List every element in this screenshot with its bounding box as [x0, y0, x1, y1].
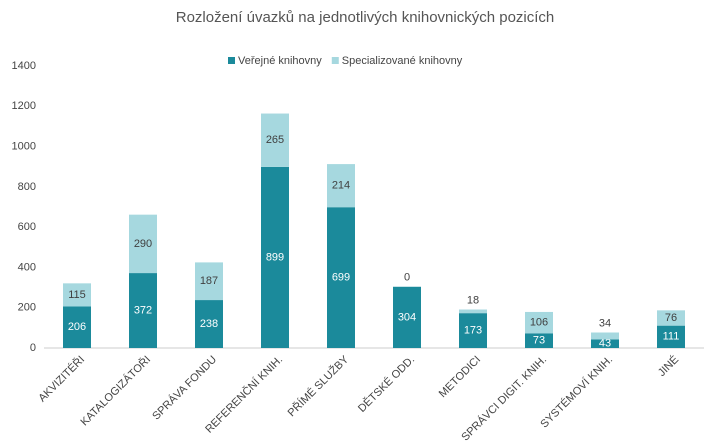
x-tick-label: KATALOGIZÁTOŘI — [78, 353, 153, 428]
x-tick-label: AKVIZITÉŘI — [36, 353, 88, 405]
bar-segment — [63, 283, 91, 307]
bar-segment — [525, 333, 553, 348]
y-tick-label: 0 — [30, 342, 36, 354]
x-tick-label: SPRÁVA FONDU — [150, 353, 220, 423]
data-label: 76 — [665, 312, 677, 324]
data-label: 238 — [200, 318, 218, 330]
y-tick-label: 1400 — [12, 60, 36, 72]
data-label: 43 — [599, 338, 611, 350]
bar-segment — [459, 309, 487, 314]
data-label: 304 — [398, 311, 416, 323]
data-label: 106 — [530, 317, 548, 329]
bar-segment — [525, 311, 553, 334]
bar-segment — [591, 332, 619, 340]
y-tick-label: 800 — [18, 181, 36, 193]
y-tick-label: 200 — [18, 302, 36, 314]
legend-label: Veřejné knihovny — [238, 55, 322, 67]
y-tick-label: 400 — [18, 261, 36, 273]
bar-segment — [657, 325, 685, 348]
bar-segment — [63, 306, 91, 348]
x-tick-label: PŘÍMÉ SLUŽBY — [285, 353, 352, 420]
bar-segment — [459, 313, 487, 348]
bar-segment — [327, 207, 355, 348]
y-tick-label: 600 — [18, 221, 36, 233]
x-tick-label: METODICI — [437, 354, 483, 400]
data-label: 18 — [467, 294, 479, 306]
data-label: 899 — [266, 251, 284, 263]
bar-segment — [261, 113, 289, 167]
y-tick-label: 1200 — [12, 100, 36, 112]
y-tick-label: 1000 — [12, 140, 36, 152]
bar-segment — [195, 300, 223, 348]
data-label: 187 — [200, 275, 218, 287]
bar-segment — [591, 339, 619, 348]
bar-segment — [261, 166, 289, 348]
legend-swatch — [228, 57, 235, 64]
x-tick-label: DĚTSKÉ ODD. — [355, 353, 417, 415]
data-label: 214 — [332, 180, 350, 192]
chart-title: Rozložení úvazků na jednotlivých knihovn… — [176, 9, 555, 26]
data-label: 206 — [68, 321, 86, 333]
data-label: 34 — [599, 317, 611, 329]
data-label: 0 — [404, 272, 410, 284]
x-tick-label: SYSTÉMOVÍ KNIH. — [538, 353, 615, 430]
data-label: 173 — [464, 324, 482, 336]
bar-segment — [657, 310, 685, 326]
data-label: 115 — [68, 289, 86, 301]
data-label: 699 — [332, 272, 350, 284]
data-label: 290 — [134, 238, 152, 250]
legend-swatch — [331, 57, 339, 64]
bar-segment — [195, 262, 223, 301]
legend-label: Specializované knihovny — [342, 55, 463, 67]
bar-segment — [129, 273, 157, 348]
data-label: 265 — [266, 134, 284, 146]
bar-segment — [393, 286, 421, 348]
data-label: 73 — [533, 335, 545, 347]
bar-segment — [129, 214, 157, 274]
bar-segment — [327, 164, 355, 208]
data-label: 111 — [663, 331, 680, 343]
data-label: 372 — [134, 304, 152, 316]
x-tick-label: JINÉ — [655, 353, 681, 379]
